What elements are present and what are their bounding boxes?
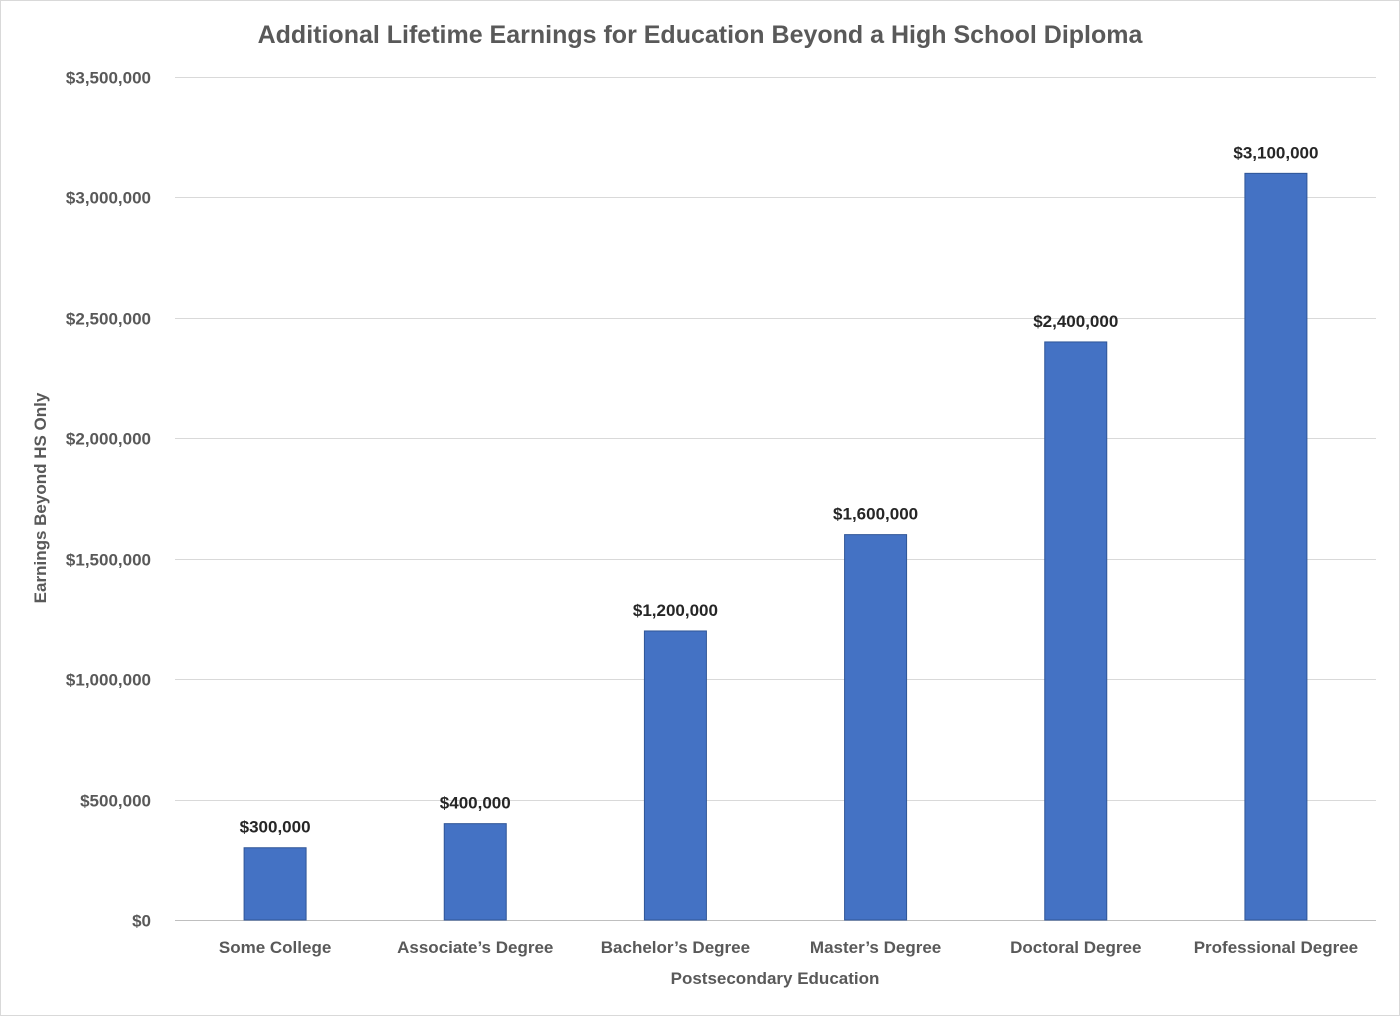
chart-title: Additional Lifetime Earnings for Educati… bbox=[258, 21, 1144, 49]
data-label: $1,200,000 bbox=[633, 601, 718, 620]
bar bbox=[1244, 172, 1308, 921]
y-axis-tick-labels: $0 $500,000 $1,000,000 $1,500,000 $2,000,000… bbox=[66, 69, 151, 931]
x-tick-label: Doctoral Degree bbox=[1010, 938, 1141, 957]
y-axis-title: Earnings Beyond HS Only bbox=[31, 392, 50, 603]
y-tick-label: $1,500,000 bbox=[66, 551, 151, 570]
y-tick-label: $1,000,000 bbox=[66, 671, 151, 690]
y-tick-label: $0 bbox=[132, 912, 151, 931]
y-tick-label: $3,000,000 bbox=[66, 189, 151, 208]
bar bbox=[643, 630, 707, 921]
x-tick-label: Associate’s Degree bbox=[397, 938, 553, 957]
y-tick-label: $2,500,000 bbox=[66, 310, 151, 329]
x-tick-label: Professional Degree bbox=[1194, 938, 1358, 957]
data-label: $1,600,000 bbox=[833, 505, 918, 524]
bar bbox=[243, 847, 307, 921]
data-label: $2,400,000 bbox=[1033, 312, 1118, 331]
data-label: $300,000 bbox=[240, 818, 311, 837]
bars bbox=[243, 172, 1308, 921]
bar bbox=[844, 534, 908, 921]
y-tick-label: $3,500,000 bbox=[66, 69, 151, 88]
x-tick-label: Master’s Degree bbox=[810, 938, 941, 957]
data-labels: $300,000 $400,000 $1,200,000 $1,600,000 $2,4… bbox=[240, 143, 1319, 836]
bar bbox=[1044, 341, 1108, 921]
x-tick-label: Some College bbox=[219, 938, 331, 957]
x-axis-title: Postsecondary Education bbox=[671, 969, 880, 988]
data-label: $3,100,000 bbox=[1233, 143, 1318, 162]
y-tick-label: $500,000 bbox=[80, 792, 151, 811]
y-tick-label: $2,000,000 bbox=[66, 430, 151, 449]
data-label: $400,000 bbox=[440, 794, 511, 813]
gridlines bbox=[175, 77, 1376, 921]
bar bbox=[443, 823, 507, 921]
x-axis-category-labels: Some College Associate’s Degree Bachelor’s… bbox=[219, 938, 1358, 957]
x-tick-label: Bachelor’s Degree bbox=[601, 938, 750, 957]
